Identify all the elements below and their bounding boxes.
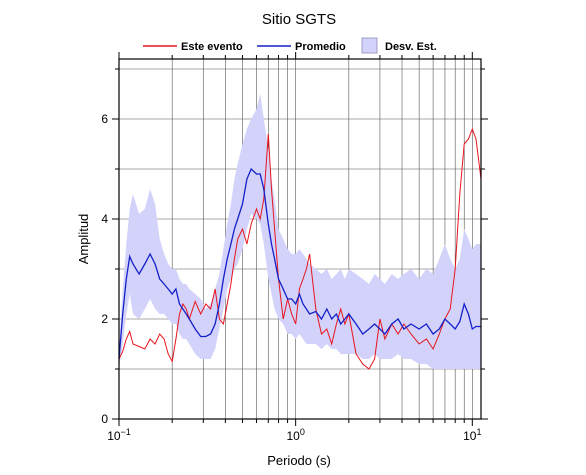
y-axis-label: Amplitud — [76, 214, 91, 265]
axis-ticks: 10−1 100 101 0 2 4 6 — [101, 52, 488, 443]
series-line-event — [118, 127, 482, 370]
legend-event-label: Este evento — [181, 41, 243, 53]
chart-title: Sitio SGTS — [262, 11, 336, 28]
y-tick-label: 2 — [101, 312, 108, 326]
std-band — [119, 94, 481, 369]
legend-std-label: Desv. Est. — [385, 41, 437, 53]
y-tick-label: 6 — [101, 112, 108, 126]
y-tick-label: 0 — [101, 412, 108, 426]
y-tick-label: 4 — [101, 212, 108, 226]
x-tick-label: 101 — [463, 427, 481, 443]
series-line-mean — [118, 167, 481, 360]
gridlines — [119, 59, 481, 419]
x-tick-label: 10−1 — [107, 427, 131, 443]
plot-frame — [118, 58, 482, 420]
legend: Este evento Promedio Desv. Est. — [143, 37, 437, 54]
legend-mean-label: Promedio — [295, 41, 346, 53]
legend-std-swatch — [361, 37, 378, 54]
x-tick-label: 100 — [286, 427, 304, 443]
x-axis-label: Periodo (s) — [267, 453, 331, 468]
